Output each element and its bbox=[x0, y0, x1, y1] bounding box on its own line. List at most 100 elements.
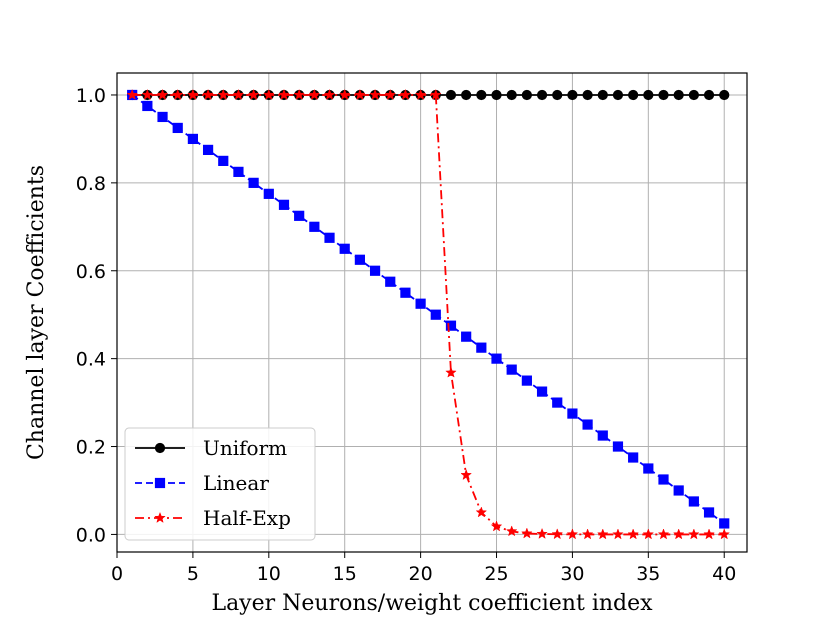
data-point-linear bbox=[278, 199, 290, 210]
data-point-linear bbox=[567, 408, 578, 419]
data-point-half-exp bbox=[202, 88, 214, 100]
data-point-linear bbox=[233, 166, 244, 177]
data-point-uniform bbox=[673, 89, 684, 101]
data-point-half-exp bbox=[627, 528, 639, 540]
data-point-linear bbox=[157, 111, 168, 123]
data-point-half-exp bbox=[141, 88, 154, 100]
data-point-linear bbox=[415, 298, 426, 309]
data-point-half-exp bbox=[187, 88, 199, 100]
x-axis-label: Layer Neurons/weight coefficient index bbox=[211, 591, 653, 616]
data-point-uniform bbox=[688, 89, 699, 101]
data-point-linear bbox=[491, 353, 502, 364]
x-tick-label: 15 bbox=[333, 563, 357, 585]
x-tick-label: 40 bbox=[712, 563, 736, 585]
data-point-linear bbox=[643, 463, 654, 474]
data-point-half-exp bbox=[232, 88, 245, 100]
y-tick-label: 0.4 bbox=[76, 349, 106, 371]
data-point-half-exp bbox=[445, 366, 457, 378]
x-tick-label: 20 bbox=[409, 563, 433, 585]
data-point-linear bbox=[248, 177, 259, 188]
data-point-linear bbox=[430, 309, 441, 320]
data-point-half-exp bbox=[688, 528, 700, 540]
data-point-half-exp bbox=[657, 528, 670, 540]
data-point-linear bbox=[628, 452, 639, 463]
data-point-half-exp bbox=[703, 528, 715, 540]
data-point-uniform bbox=[597, 89, 608, 101]
legend-marker-half-exp bbox=[154, 511, 166, 523]
data-point-linear bbox=[369, 265, 381, 276]
x-tick-label: 35 bbox=[636, 563, 660, 585]
data-point-half-exp bbox=[521, 527, 533, 539]
data-point-uniform bbox=[719, 89, 730, 101]
data-point-linear bbox=[202, 144, 214, 156]
legend: Uniform Linear Half-Exp bbox=[124, 427, 316, 541]
data-point-uniform bbox=[521, 89, 532, 101]
x-tick-label: 0 bbox=[111, 563, 123, 585]
x-tick-label: 25 bbox=[484, 563, 508, 585]
legend-label-half-exp: Half-Exp bbox=[203, 506, 291, 530]
data-point-uniform bbox=[612, 89, 624, 101]
data-point-uniform bbox=[445, 89, 457, 101]
data-point-linear bbox=[187, 133, 199, 145]
data-point-linear bbox=[400, 287, 411, 298]
legend-label-uniform: Uniform bbox=[203, 436, 287, 460]
data-point-linear bbox=[506, 364, 517, 375]
data-point-uniform bbox=[476, 89, 487, 101]
data-point-half-exp bbox=[354, 88, 366, 100]
series-line-linear bbox=[131, 94, 725, 525]
data-point-linear bbox=[445, 320, 457, 331]
data-point-linear bbox=[612, 441, 624, 452]
data-point-half-exp bbox=[247, 88, 260, 100]
series-half-exp bbox=[126, 88, 731, 540]
data-point-uniform bbox=[628, 89, 639, 101]
data-point-half-exp bbox=[308, 88, 321, 100]
data-point-linear bbox=[658, 474, 669, 485]
data-point-linear bbox=[354, 254, 365, 265]
data-point-linear bbox=[688, 496, 699, 507]
data-point-half-exp bbox=[596, 528, 609, 540]
data-point-linear bbox=[385, 276, 396, 287]
data-point-half-exp bbox=[126, 88, 139, 100]
data-point-half-exp bbox=[156, 88, 169, 100]
data-point-half-exp bbox=[369, 88, 381, 100]
data-point-half-exp bbox=[475, 506, 488, 518]
data-point-half-exp bbox=[551, 528, 564, 540]
x-tick-label: 30 bbox=[560, 563, 584, 585]
y-tick-label: 0.2 bbox=[76, 437, 106, 459]
data-point-uniform bbox=[703, 89, 715, 101]
data-point-linear bbox=[673, 485, 684, 496]
data-point-uniform bbox=[643, 89, 654, 101]
x-tick-label: 10 bbox=[257, 563, 281, 585]
data-point-half-exp bbox=[338, 88, 351, 100]
data-point-uniform bbox=[582, 89, 593, 101]
ticks: 0 5 10 15 20 25 30 35 40 0.0 0.2 0.4 0.6 0.8 1.0 bbox=[76, 85, 737, 585]
data-point-half-exp bbox=[217, 88, 230, 100]
data-point-half-exp bbox=[490, 520, 503, 532]
legend-box bbox=[124, 427, 316, 541]
data-point-half-exp bbox=[566, 528, 579, 540]
data-point-half-exp bbox=[642, 528, 655, 540]
data-point-half-exp bbox=[399, 88, 412, 100]
data-point-linear bbox=[339, 243, 350, 254]
data-point-half-exp bbox=[262, 88, 275, 100]
y-tick-label: 0.6 bbox=[76, 261, 106, 283]
data-point-uniform bbox=[536, 89, 548, 101]
data-point-linear bbox=[142, 100, 153, 112]
data-point-half-exp bbox=[581, 528, 594, 540]
data-point-half-exp bbox=[536, 527, 548, 539]
data-point-half-exp bbox=[171, 88, 184, 100]
x-tick-label: 5 bbox=[187, 563, 199, 585]
legend-marker-uniform bbox=[154, 442, 166, 454]
series-line-half-exp bbox=[132, 94, 725, 536]
data-point-uniform bbox=[491, 89, 502, 101]
data-point-linear bbox=[294, 210, 305, 221]
data-point-linear bbox=[476, 342, 487, 353]
y-tick-label: 1.0 bbox=[76, 85, 106, 107]
data-point-uniform bbox=[506, 89, 517, 101]
data-point-linear bbox=[536, 386, 548, 397]
data-point-linear bbox=[703, 507, 715, 518]
data-point-linear bbox=[582, 419, 593, 430]
data-point-half-exp bbox=[718, 528, 731, 540]
series-group bbox=[126, 88, 731, 540]
